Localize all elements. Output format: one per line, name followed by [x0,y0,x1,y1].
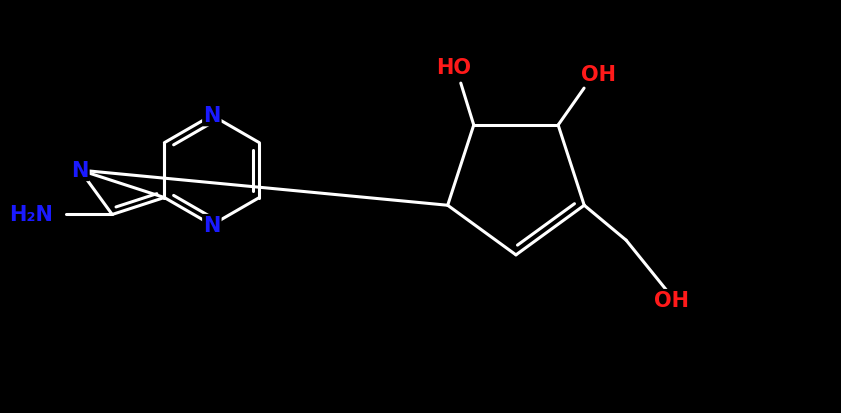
Text: N: N [204,106,220,126]
Text: H₂N: H₂N [9,205,53,225]
Text: N: N [204,216,220,235]
Text: N: N [71,161,88,180]
Text: HO: HO [436,58,471,78]
Text: OH: OH [654,290,690,310]
Text: OH: OH [580,65,616,85]
